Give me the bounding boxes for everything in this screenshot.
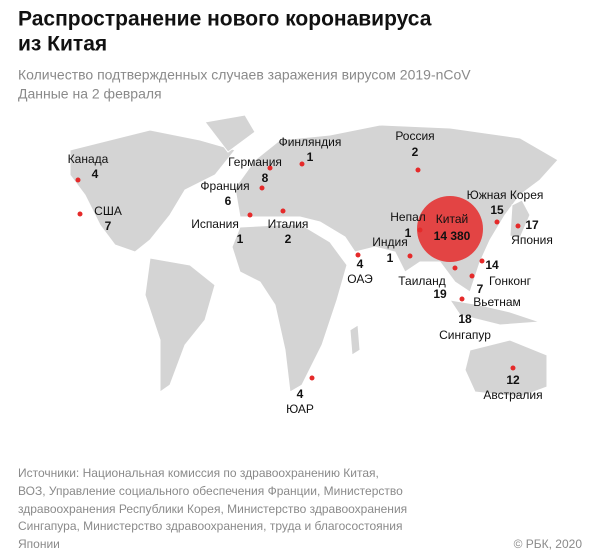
case-count: 6 <box>225 194 232 208</box>
case-count: 7 <box>105 219 112 233</box>
case-count: 17 <box>525 218 539 232</box>
case-count: 14 380 <box>434 229 471 243</box>
country-name: Индия <box>372 235 407 249</box>
country-name: Австралия <box>483 388 542 402</box>
case-count: 1 <box>307 150 314 164</box>
case-dot <box>494 219 500 225</box>
case-count: 4 <box>297 387 304 401</box>
case-count: 2 <box>412 145 419 159</box>
country-name: Южная Корея <box>467 188 544 202</box>
case-count: 18 <box>458 312 472 326</box>
case-dot <box>247 212 253 218</box>
country-name: Италия <box>268 217 309 231</box>
case-count: 15 <box>490 203 504 217</box>
case-count: 1 <box>405 226 412 240</box>
case-dot <box>407 253 413 259</box>
case-dot <box>77 211 83 217</box>
case-dot <box>510 365 516 371</box>
country-name: Финляндия <box>279 135 342 149</box>
subtitle: Данные на 2 февраля <box>18 86 162 102</box>
case-count: 19 <box>433 287 447 301</box>
case-count: 1 <box>387 251 394 265</box>
case-count: 1 <box>237 232 244 246</box>
case-count: 7 <box>477 282 484 296</box>
case-dot <box>267 165 273 171</box>
country-name: Вьетнам <box>473 295 521 309</box>
case-count: 12 <box>506 373 520 387</box>
case-dot <box>280 208 286 214</box>
case-dot <box>309 375 315 381</box>
case-dot <box>355 252 361 258</box>
source: Японии <box>18 537 60 551</box>
country-name: Россия <box>395 129 434 143</box>
case-count: 8 <box>262 171 269 185</box>
case-dot <box>415 167 421 173</box>
case-count: 4 <box>92 167 99 181</box>
case-count: 14 <box>485 258 499 272</box>
copyright: © РБК, 2020 <box>514 537 583 551</box>
case-dot <box>452 265 458 271</box>
country-name: Непал <box>390 210 426 224</box>
source: ВОЗ, Управление социального обеспечения … <box>18 484 403 498</box>
world-map <box>69 114 559 398</box>
case-dot <box>515 223 521 229</box>
case-dot <box>259 185 265 191</box>
case-dot <box>75 177 81 183</box>
subtitle: Количество подтвержденных случаев зараже… <box>18 67 471 83</box>
case-dot <box>469 273 475 279</box>
country-name: Сингапур <box>439 328 491 342</box>
country-name: Франция <box>200 179 249 193</box>
country-name: Испания <box>191 217 239 231</box>
case-dot <box>417 196 483 262</box>
country-name: ОАЭ <box>347 272 373 286</box>
country-name: Япония <box>511 233 553 247</box>
country-name: ЮАР <box>286 402 314 416</box>
title: Распространение нового коронавируса <box>18 8 432 31</box>
country-name: США <box>94 204 122 218</box>
country-name: Китай <box>436 212 468 226</box>
title: из Китая <box>18 33 107 56</box>
country-name: Канада <box>68 152 109 166</box>
country-name: Таиланд <box>398 274 445 288</box>
country-name: Германия <box>228 155 282 169</box>
case-dot <box>299 161 305 167</box>
source: Источники: Национальная комиссия по здра… <box>18 466 379 480</box>
source: Сингапура, Министерство здравоохранения,… <box>18 519 402 533</box>
country-name: Гонконг <box>489 274 532 288</box>
case-dot <box>459 296 465 302</box>
case-count: 2 <box>285 232 292 246</box>
case-dot <box>479 258 485 264</box>
case-count: 4 <box>357 257 364 271</box>
source: здравоохранения Республики Корея, Минист… <box>18 502 407 516</box>
